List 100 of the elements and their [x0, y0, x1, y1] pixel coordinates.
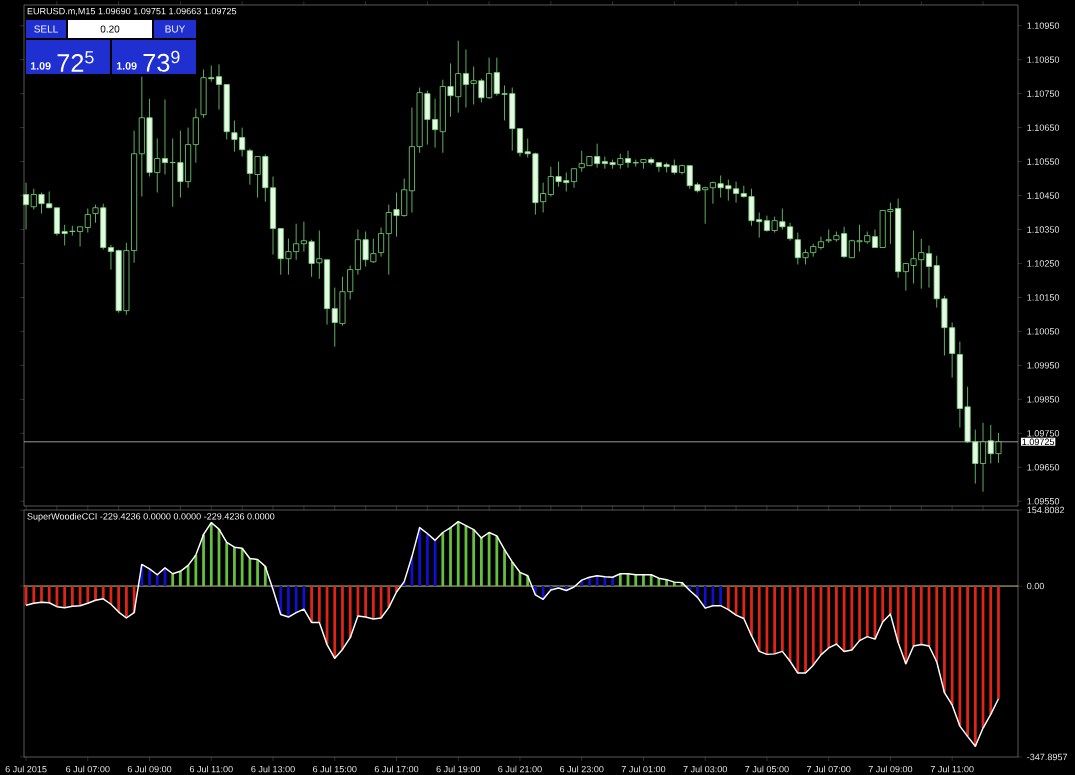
bar: [997, 586, 1000, 699]
bar: [248, 558, 252, 587]
x-tick-label: 7 Jul 03:00: [683, 765, 727, 773]
bar: [94, 586, 97, 601]
bar: [919, 586, 923, 645]
y-tick-label: 0.00: [1027, 582, 1045, 590]
bar: [364, 586, 368, 618]
bar: [896, 586, 900, 643]
bar: [47, 586, 51, 603]
bar: [202, 534, 205, 587]
bar: [302, 586, 306, 610]
x-tick-label: 7 Jul 05:00: [745, 765, 789, 773]
y-tick-label: 1.09950: [1027, 362, 1060, 369]
annotation: 1.09: [30, 62, 51, 70]
bar: [63, 586, 67, 608]
bar: [472, 529, 476, 587]
bar: [649, 574, 653, 587]
bar: [70, 586, 74, 607]
x-tick-label: 6 Jul 15:00: [313, 765, 357, 773]
x-tick-label: 6 Jul 17:00: [374, 765, 419, 773]
bar: [703, 586, 707, 609]
bar: [333, 586, 337, 659]
y-tick-label: 1.10850: [1027, 56, 1060, 63]
bar: [418, 527, 422, 587]
bar: [495, 535, 499, 587]
y-tick-label: 1.09550: [1027, 498, 1060, 505]
bar: [642, 574, 645, 587]
x-tick-label: 6 Jul 09:00: [127, 765, 172, 773]
bar: [209, 522, 213, 587]
bar: [757, 586, 761, 652]
bar: [348, 586, 352, 638]
bar: [117, 586, 121, 613]
y-tick-label: -347.8957: [1027, 753, 1068, 761]
chart-title: EURUSD.m,M15 1.09690 1.09751 1.09663 1.09725: [27, 7, 237, 16]
y-tick-label: 1.10450: [1027, 192, 1060, 199]
x-tick-label: 6 Jul 11:00: [189, 765, 233, 773]
annotation: 73$^{9}$: [143, 50, 180, 72]
chart-title: SuperWoodieCCI -229.4236 0.0000 0.0000 -229.4236 0.0000: [27, 512, 275, 522]
bar: [889, 586, 892, 615]
y-tick-label: 1.10150: [1027, 294, 1060, 301]
y-tick-label: 1.10950: [1027, 22, 1060, 29]
bar: [148, 568, 151, 587]
bar: [634, 574, 638, 587]
bar: [179, 571, 182, 587]
bar: [796, 586, 800, 674]
bar: [310, 586, 313, 623]
y-tick-label: 1.09850: [1027, 396, 1060, 403]
bar: [850, 586, 854, 650]
bar: [865, 586, 869, 637]
bar: [294, 586, 298, 613]
bar: [449, 527, 452, 587]
bar: [912, 586, 915, 647]
annotation: 72$^{5}$: [57, 51, 94, 72]
x-tick-label: 6 Jul 19:00: [436, 765, 481, 773]
bar: [441, 532, 445, 587]
bar: [371, 586, 375, 619]
bar: [101, 586, 105, 599]
x-tick-label: 7 Jul 09:00: [868, 765, 913, 773]
bar: [904, 586, 908, 664]
bar: [86, 586, 90, 604]
y-tick-label: 1.09750: [1027, 430, 1060, 437]
bar: [240, 548, 244, 587]
bar: [317, 586, 321, 623]
x-tick-label: 6 Jul 21:00: [498, 765, 542, 773]
bar: [780, 586, 784, 652]
bar: [32, 586, 36, 604]
bar: [827, 586, 831, 648]
candlestick: [84, 208, 91, 233]
x-tick-label: 6 Jul 23:00: [559, 765, 604, 773]
bar: [773, 586, 777, 654]
y-tick-label: 1.10250: [1027, 260, 1060, 267]
bar: [503, 549, 506, 587]
x-tick-label: 6 Jul 13:00: [251, 765, 295, 773]
bar: [742, 586, 746, 619]
bar: [225, 542, 229, 587]
candlestick: [23, 182, 30, 230]
bar: [387, 586, 391, 608]
y-tick-label: 1.10750: [1027, 90, 1060, 97]
bar: [510, 561, 514, 587]
y-tick-label: 154.8082: [1027, 506, 1065, 514]
x-tick-label: 7 Jul 01:00: [621, 765, 666, 773]
y-tick-label: 1.10350: [1027, 226, 1060, 233]
bar: [950, 586, 954, 705]
bar: [804, 586, 807, 674]
bar: [881, 586, 885, 622]
bar: [256, 559, 259, 587]
ref-line-label: 1.09725: [1022, 438, 1055, 446]
bar: [233, 547, 236, 587]
bar: [618, 573, 622, 587]
bar: [726, 586, 730, 610]
bar: [943, 586, 946, 693]
bar: [989, 586, 993, 715]
bar: [186, 565, 190, 587]
bar: [595, 575, 599, 587]
bar: [287, 586, 290, 618]
bar: [858, 586, 861, 641]
bar: [811, 586, 815, 666]
bar: [480, 537, 483, 587]
bar: [665, 579, 668, 587]
bar: [341, 586, 344, 650]
